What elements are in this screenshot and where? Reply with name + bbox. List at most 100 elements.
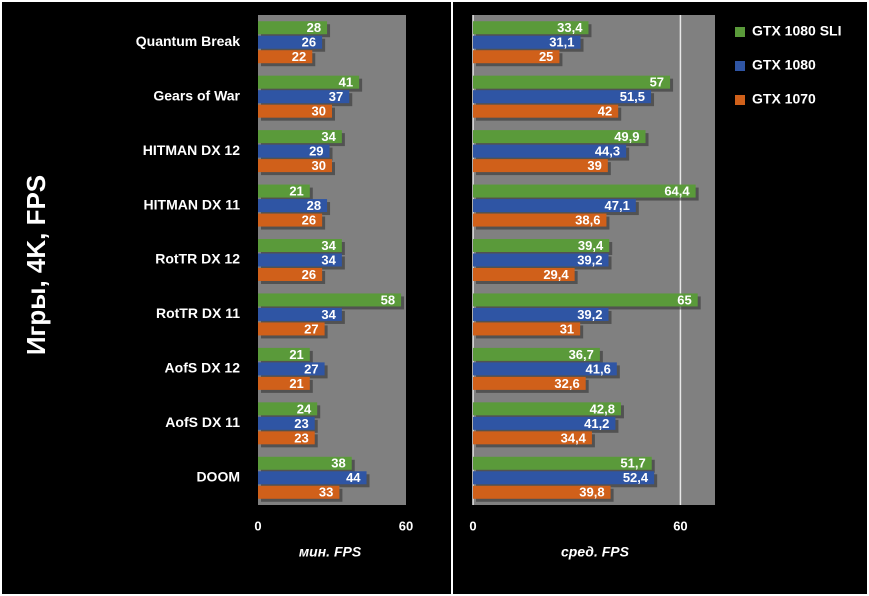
value-label: 21 (289, 183, 303, 198)
value-label: 31,1 (549, 35, 574, 50)
bar (473, 199, 636, 213)
legend-swatch (735, 61, 745, 71)
value-label: 24 (297, 401, 312, 416)
bar (473, 347, 600, 361)
bar (258, 431, 315, 445)
value-label: 25 (539, 49, 553, 64)
bar (473, 253, 609, 267)
bar (258, 35, 323, 49)
bar (258, 268, 323, 281)
y-title: Игры, 4K, FPS (21, 175, 51, 355)
value-label: 30 (312, 158, 326, 173)
bar (473, 485, 611, 499)
bar (473, 416, 616, 430)
bar (258, 485, 340, 499)
bar (473, 213, 607, 227)
value-label: 39 (587, 158, 601, 173)
value-label: 39,2 (577, 307, 602, 322)
value-label: 34 (321, 238, 336, 253)
legend-swatch (735, 95, 745, 105)
x-axis-title: мин. FPS (299, 544, 362, 560)
category-label: DOOM (196, 468, 240, 484)
value-label: 28 (307, 198, 321, 213)
bar (473, 376, 586, 390)
bar (473, 75, 671, 89)
bar (473, 21, 589, 35)
bar (258, 471, 367, 485)
category-label: AofS DX 12 (165, 360, 241, 376)
bar (473, 322, 581, 336)
value-label: 37 (329, 89, 343, 104)
value-label: 36,7 (569, 347, 594, 362)
bar (258, 50, 313, 64)
bar (473, 307, 609, 321)
bar (258, 456, 352, 470)
bar (473, 130, 646, 144)
bar (258, 130, 342, 144)
legend-label: GTX 1080 SLI (752, 23, 841, 39)
value-label: 39,2 (577, 252, 602, 267)
value-label: 39,4 (578, 238, 604, 253)
bar (258, 184, 310, 198)
value-label: 26 (302, 35, 316, 50)
value-label: 41,6 (586, 361, 611, 376)
value-label: 51,5 (620, 89, 645, 104)
bar (473, 362, 617, 376)
value-label: 44,3 (595, 144, 620, 159)
bar (473, 35, 581, 49)
legend-label: GTX 1070 (752, 91, 816, 107)
bar (473, 104, 619, 118)
legend-swatch (735, 27, 745, 37)
value-label: 30 (312, 104, 326, 119)
category-label: HITMAN DX 11 (144, 196, 241, 212)
bar (258, 376, 310, 390)
value-label: 64,4 (664, 183, 690, 198)
bar (258, 362, 325, 376)
value-label: 26 (302, 267, 316, 282)
value-label: 47,1 (605, 198, 630, 213)
category-label: AofS DX 11 (165, 414, 240, 430)
value-label: 23 (294, 416, 308, 431)
value-label: 29,4 (543, 267, 569, 282)
bar (258, 322, 325, 336)
legend-label: GTX 1080 (752, 57, 816, 73)
bar (258, 199, 328, 213)
bar (258, 402, 318, 416)
value-label: 27 (304, 361, 318, 376)
bar (258, 239, 342, 252)
bar (473, 50, 560, 64)
value-label: 38,6 (575, 212, 600, 227)
value-label: 32,6 (554, 376, 579, 391)
value-label: 34,4 (561, 430, 587, 445)
value-label: 34 (321, 252, 336, 267)
bar (473, 144, 627, 158)
bar (473, 402, 621, 416)
value-label: 42,8 (590, 401, 615, 416)
value-label: 42 (598, 104, 612, 119)
bar (473, 293, 698, 307)
x-tick-label: 0 (254, 518, 261, 533)
value-label: 33,4 (557, 20, 583, 35)
bar (258, 253, 342, 267)
value-label: 44 (346, 470, 361, 485)
bar (258, 307, 342, 321)
bar (258, 293, 402, 307)
value-label: 31 (560, 321, 574, 336)
x-tick-label: 0 (469, 518, 476, 533)
value-label: 34 (321, 129, 336, 144)
bar (258, 75, 360, 89)
value-label: 41 (339, 75, 353, 90)
category-label: RotTR DX 12 (155, 251, 240, 267)
value-label: 26 (302, 212, 316, 227)
bar (473, 431, 592, 445)
value-label: 58 (381, 292, 395, 307)
value-label: 23 (294, 430, 308, 445)
value-label: 33 (319, 485, 333, 500)
bar (473, 239, 610, 252)
bar (258, 416, 315, 430)
value-label: 21 (289, 347, 303, 362)
value-label: 22 (292, 49, 306, 64)
bar (258, 104, 332, 118)
